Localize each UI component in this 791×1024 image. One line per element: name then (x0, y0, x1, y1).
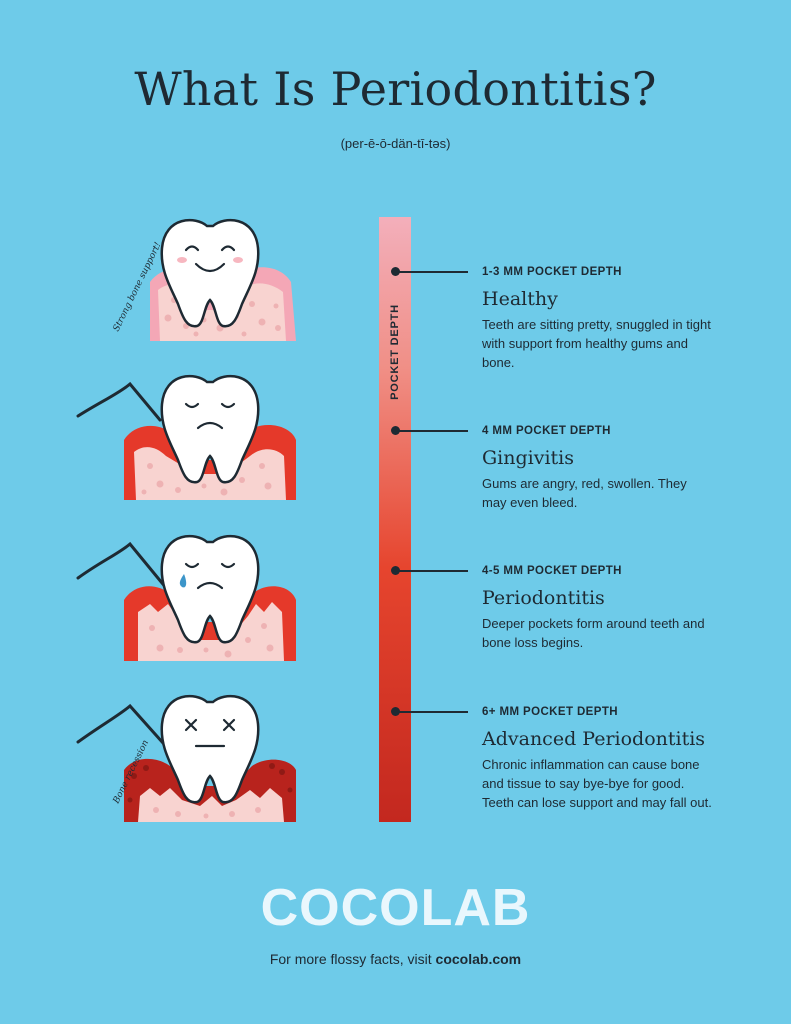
pocket-depth-label: POCKET DEPTH (389, 304, 401, 400)
stage-depth: 4-5 MM POCKET DEPTH (482, 565, 622, 577)
stage-connector-line (397, 711, 468, 713)
stage-marker-dot (391, 566, 400, 575)
stage-depth: 4 MM POCKET DEPTH (482, 425, 611, 437)
stage-marker-dot (391, 267, 400, 276)
stage-connector-line (397, 271, 468, 273)
stage-depth: 1-3 MM POCKET DEPTH (482, 266, 622, 278)
stage-name: Advanced Periodontitis (482, 728, 706, 750)
stage-name: Periodontitis (482, 587, 605, 609)
footer-link[interactable]: cocolab.com (435, 951, 522, 967)
stage-description: Gums are angry, red, swollen. They may e… (482, 476, 687, 510)
stage-name: Healthy (482, 288, 558, 310)
page-title: What Is Periodontitis? (134, 62, 657, 116)
pronunciation: (per-ē-ō-dän-tī-təs) (340, 136, 451, 151)
healthy-tooth-illustration: Strong bone support! (112, 218, 296, 341)
stage-description: Teeth are sitting pretty, snuggled in ti… (482, 317, 711, 370)
stage-description: Deeper pockets form around teeth and bon… (482, 616, 705, 650)
brand-logo: COCOLAB (260, 879, 531, 937)
pocket-depth-bar (379, 217, 411, 822)
stage-depth: 6+ MM POCKET DEPTH (482, 706, 618, 718)
stage-description: Chronic inflammation can cause bone and … (482, 757, 712, 810)
stage-marker-dot (391, 426, 400, 435)
stage-connector-line (397, 430, 468, 432)
periodontitis-tooth-illustration (76, 534, 296, 661)
stage-name: Gingivitis (482, 447, 575, 469)
stage-marker-dot (391, 707, 400, 716)
gingivitis-tooth-illustration (76, 374, 296, 500)
footer: For more flossy facts, visit cocolab.com (0, 951, 791, 967)
advanced-periodontitis-tooth-illustration: Bone recession (76, 694, 296, 822)
stage-connector-line (397, 570, 468, 572)
footer-text: For more flossy facts, visit (269, 951, 436, 967)
